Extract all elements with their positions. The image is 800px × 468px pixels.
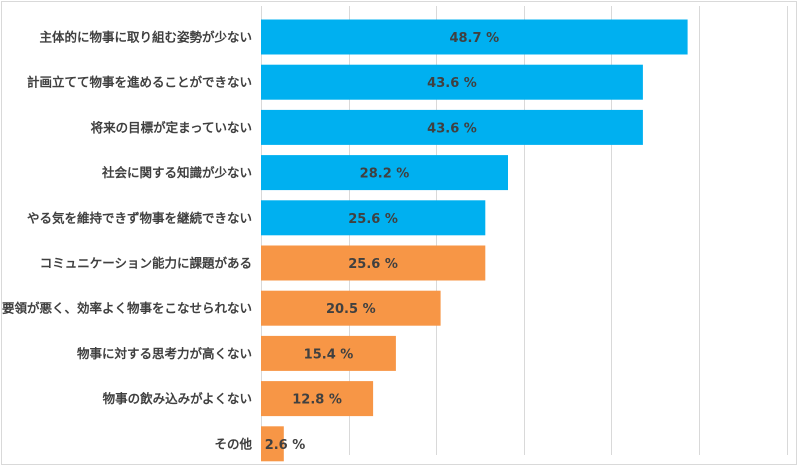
category-label-1: 計画立てて物事を進めることができない bbox=[27, 75, 252, 90]
bar-9 bbox=[261, 426, 284, 462]
bar-4 bbox=[261, 200, 486, 236]
value-label-3: 28.2 % bbox=[360, 167, 410, 182]
bar-1 bbox=[261, 64, 643, 100]
category-labels: 主体的に物事に取り組む姿勢が少ない計画立てて物事を進めることができない将来の目標… bbox=[2, 30, 253, 452]
value-label-1: 43.6 % bbox=[427, 76, 477, 91]
value-label-4: 25.6 % bbox=[348, 212, 398, 227]
bar-7 bbox=[261, 335, 396, 371]
value-labels: 48.7 % 43.6 % 43.6 % 28.2 % 25.6 % 25.6 % 20.5… bbox=[265, 31, 499, 453]
value-label-5: 25.6 % bbox=[348, 257, 398, 272]
category-label-8: 物事の飲み込みがよくない bbox=[103, 391, 252, 406]
bar-2 bbox=[261, 109, 643, 145]
value-label-6: 20.5 % bbox=[326, 302, 376, 317]
value-label-8: 12.8 % bbox=[292, 393, 342, 408]
category-label-5: コミュニケーション能力に課題がある bbox=[40, 256, 252, 271]
bar-5 bbox=[261, 245, 486, 281]
bar-0 bbox=[261, 19, 688, 55]
value-label-7: 15.4 % bbox=[304, 347, 354, 362]
value-label-0: 48.7 % bbox=[449, 31, 499, 46]
bar-3 bbox=[261, 155, 508, 191]
bar-6 bbox=[261, 290, 441, 326]
category-label-7: 物事に対する思考力が高くない bbox=[77, 346, 252, 361]
category-label-3: 社会に関する知識が少ない bbox=[101, 165, 252, 180]
category-label-0: 主体的に物事に取り組む姿勢が少ない bbox=[39, 30, 252, 45]
bar-8 bbox=[261, 381, 374, 417]
value-label-9: 2.6 % bbox=[265, 438, 306, 453]
category-label-4: やる気を維持できず物事を継続できない bbox=[27, 210, 252, 225]
bars bbox=[261, 19, 688, 462]
value-label-2: 43.6 % bbox=[427, 121, 477, 136]
category-label-2: 将来の目標が定まっていない bbox=[91, 120, 252, 135]
category-label-6: 要領が悪く、効率よく物事をこなせられない bbox=[2, 301, 252, 316]
category-label-9: その他 bbox=[214, 436, 252, 451]
